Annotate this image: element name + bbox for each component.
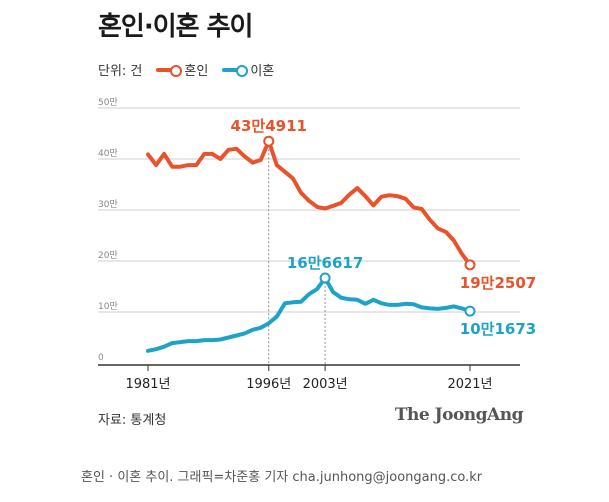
y-tick-label-1: 10만 xyxy=(98,301,118,312)
point-marker-marriage-0 xyxy=(263,135,275,147)
chart-panel: 혼인·이혼 추이 단위: 건 혼인 이혼 0 10만 20만 30만 40만 50만 198… xyxy=(98,12,537,428)
x-tick-label-3: 2021년 xyxy=(447,377,492,392)
y-tick-label-3: 30만 xyxy=(98,199,118,210)
legend-swatch-divorce xyxy=(222,64,249,77)
series-line-marriage xyxy=(146,139,472,267)
y-tick-label-5: 50만 xyxy=(98,97,118,108)
x-tick-label-1: 1996년 xyxy=(246,377,291,392)
legend-item-marriage: 혼인 xyxy=(156,60,208,79)
unit-label: 단위: 건 xyxy=(98,64,143,79)
line-chart: 0 10만 20만 30만 40만 50만 1981년 1996년 2003년 2021년 43만4… xyxy=(98,97,536,392)
caption-credit: 혼인 · 이혼 추이. 그래픽=차준홍 기자 cha.junhong@joong… xyxy=(81,470,483,485)
point-marker-marriage-1 xyxy=(464,259,476,271)
y-tick-label-4: 40만 xyxy=(98,148,118,159)
series-line-divorce xyxy=(146,276,472,353)
data-label-marriage-1: 19만2507 xyxy=(460,274,536,292)
point-marker-divorce-1 xyxy=(464,305,476,317)
y-tick-label-2: 20만 xyxy=(98,250,118,261)
x-tick-label-0: 1981년 xyxy=(125,377,170,392)
legend-swatch-marriage xyxy=(156,64,183,77)
point-marker-divorce-0 xyxy=(319,272,331,284)
chart-title: 혼인·이혼 추이 xyxy=(98,12,253,42)
legend-item-divorce: 이혼 xyxy=(222,60,274,79)
y-tick-label-0: 0 xyxy=(98,353,104,363)
brand-logo: The JoongAng xyxy=(394,405,524,425)
data-label-divorce-1: 10만1673 xyxy=(460,320,536,338)
x-tick-label-2: 2003년 xyxy=(303,377,348,392)
legend-label-marriage: 혼인 xyxy=(184,64,209,79)
legend: 단위: 건 혼인 이혼 xyxy=(98,60,288,79)
data-label-marriage-0: 43만4911 xyxy=(231,117,307,135)
legend-label-divorce: 이혼 xyxy=(250,64,275,79)
source-note: 자료: 통계청 xyxy=(98,413,167,428)
data-label-divorce-0: 16만6617 xyxy=(287,254,363,272)
